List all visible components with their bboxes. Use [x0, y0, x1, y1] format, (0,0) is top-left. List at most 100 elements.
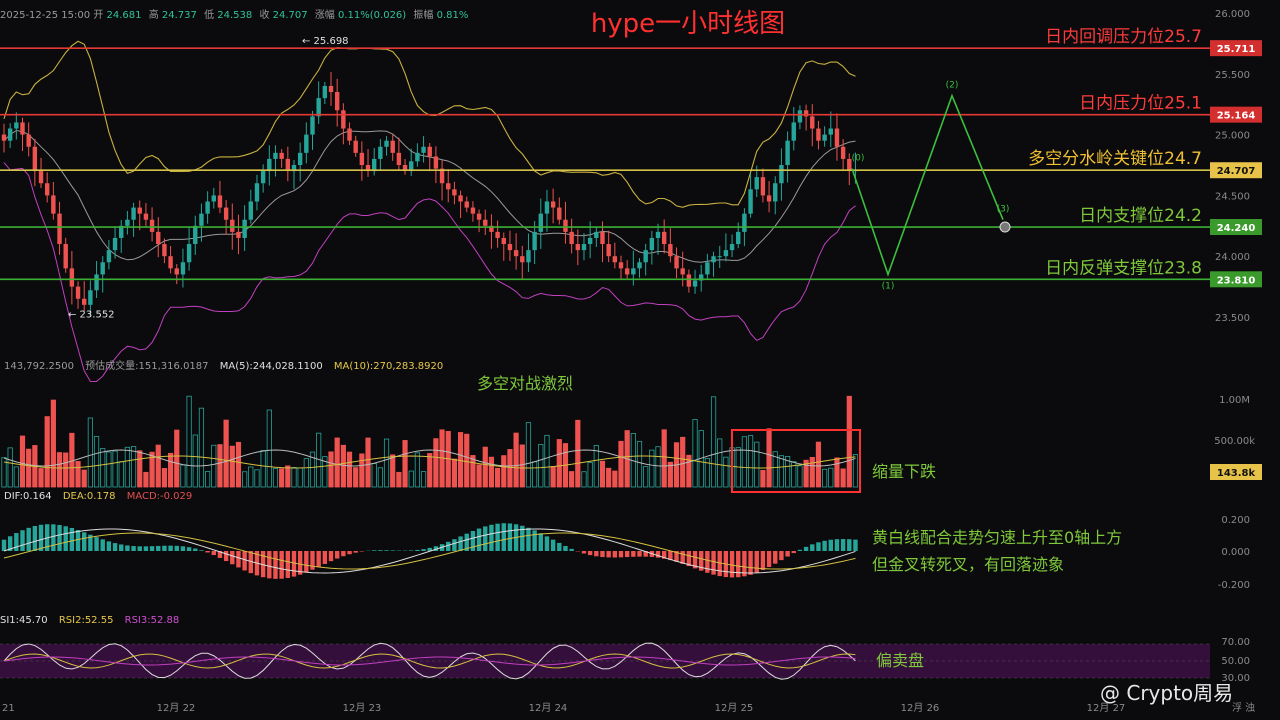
macd-bar — [501, 523, 506, 551]
candle-body — [131, 207, 136, 220]
macd-note-line2: 但金叉转死叉，有回落迹象 — [872, 555, 1064, 574]
price-tag-text: 25.711 — [1217, 44, 1256, 55]
macd-bar — [359, 551, 365, 552]
rsi-axis-tick: 50.00 — [1221, 656, 1250, 667]
rsi-note: 偏卖盘 — [876, 651, 924, 670]
volume-bar — [612, 470, 618, 488]
candle-body — [384, 140, 389, 147]
amplitude-label: 振幅 — [413, 10, 434, 21]
highlight-box — [731, 429, 861, 493]
volume-bar — [470, 455, 476, 488]
candle-body — [378, 146, 383, 159]
volume-bar — [130, 446, 137, 488]
volume-bar — [353, 467, 359, 488]
projection-point-label: (3) — [997, 205, 1010, 215]
amplitude-value: 0.81% — [436, 10, 469, 21]
price-tag — [1210, 40, 1262, 57]
volume-bar — [532, 461, 538, 488]
volume-axis-tick: 1.00M — [1219, 395, 1250, 406]
macd-axis-tick: 0.000 — [1221, 547, 1250, 558]
level-label: 日内支撑位24.2 — [1079, 206, 1202, 226]
macd-bar — [785, 551, 790, 557]
volume-bar — [846, 395, 852, 488]
volume-bar — [538, 444, 544, 488]
candle-body — [717, 256, 722, 258]
close-label: 收 — [259, 10, 270, 21]
candle-body — [433, 156, 439, 169]
projection-path — [851, 93, 1004, 277]
macd-bar — [810, 544, 815, 551]
close-value: 24.707 — [272, 10, 308, 21]
candle-body — [236, 231, 241, 238]
price-axis-tick: 24.000 — [1215, 252, 1250, 263]
macd-bar — [112, 543, 118, 551]
candle-body — [63, 244, 68, 269]
macd-bar — [242, 551, 247, 571]
candle-body — [736, 231, 741, 245]
candle-body — [168, 256, 173, 269]
volume-bar — [38, 468, 44, 488]
volume-bar — [346, 451, 353, 488]
volume-bar — [747, 435, 754, 488]
candle-body — [304, 134, 309, 153]
candle-body — [347, 128, 352, 141]
candle-body — [94, 274, 99, 291]
lower-band-line — [3, 162, 856, 383]
volume-bar — [359, 453, 365, 488]
candle-body — [661, 231, 667, 245]
candle-body — [520, 256, 525, 263]
volume-bar — [667, 461, 673, 488]
macd-bar — [75, 530, 81, 551]
volume-ma5-line — [3, 449, 856, 467]
macd-bar — [618, 551, 624, 558]
macd-bar — [384, 550, 389, 551]
volume-bar — [581, 471, 587, 488]
x-axis-tick: 12月 22 — [157, 702, 196, 714]
macd-bar — [544, 536, 550, 551]
volume-bar — [242, 471, 248, 488]
candle-body — [334, 92, 340, 111]
macd-axis-tick: 0.200 — [1221, 515, 1250, 526]
macd-bar — [446, 541, 451, 551]
candle-body — [82, 298, 87, 305]
candle-body — [341, 110, 346, 129]
volume-bar — [229, 445, 235, 488]
candle-body — [402, 165, 408, 172]
candle-body — [100, 262, 105, 275]
volume-bar — [56, 452, 63, 488]
macd-bar — [82, 532, 87, 551]
macd-bar — [569, 548, 574, 551]
macd-bar — [742, 551, 747, 577]
macd-bar — [464, 533, 469, 551]
volume-bar — [457, 432, 464, 488]
volume-bar — [377, 467, 383, 488]
candle-body — [26, 134, 31, 147]
rsi-axis-tick: 70.00 — [1221, 637, 1250, 648]
volume-bar — [390, 454, 396, 488]
candle-body — [20, 122, 25, 135]
candle-body — [427, 146, 432, 157]
macd-bar — [637, 551, 642, 557]
volume-bar — [322, 456, 328, 488]
macd-bar — [279, 551, 284, 579]
candle-body — [754, 177, 759, 190]
upper-band-line — [3, 40, 856, 208]
volume-bar — [205, 471, 211, 488]
macd-bar — [779, 551, 784, 561]
price-tag-text: 25.164 — [1217, 111, 1256, 122]
level-label: 日内回调压力位25.7 — [1045, 27, 1202, 47]
volume-ma5: MA(5):244,028.1100 — [219, 361, 323, 372]
volume-bar — [143, 471, 149, 488]
candle-body — [316, 98, 321, 117]
volume-bar — [223, 419, 229, 488]
macd-bar — [143, 546, 149, 551]
macd-bar — [291, 551, 297, 577]
candle-body — [655, 231, 661, 238]
volume-bar — [606, 467, 612, 488]
candle-body — [273, 152, 278, 159]
candle-body — [692, 280, 698, 287]
candle-body — [248, 201, 253, 220]
macd-bar — [63, 526, 68, 551]
candle-body — [513, 250, 519, 257]
